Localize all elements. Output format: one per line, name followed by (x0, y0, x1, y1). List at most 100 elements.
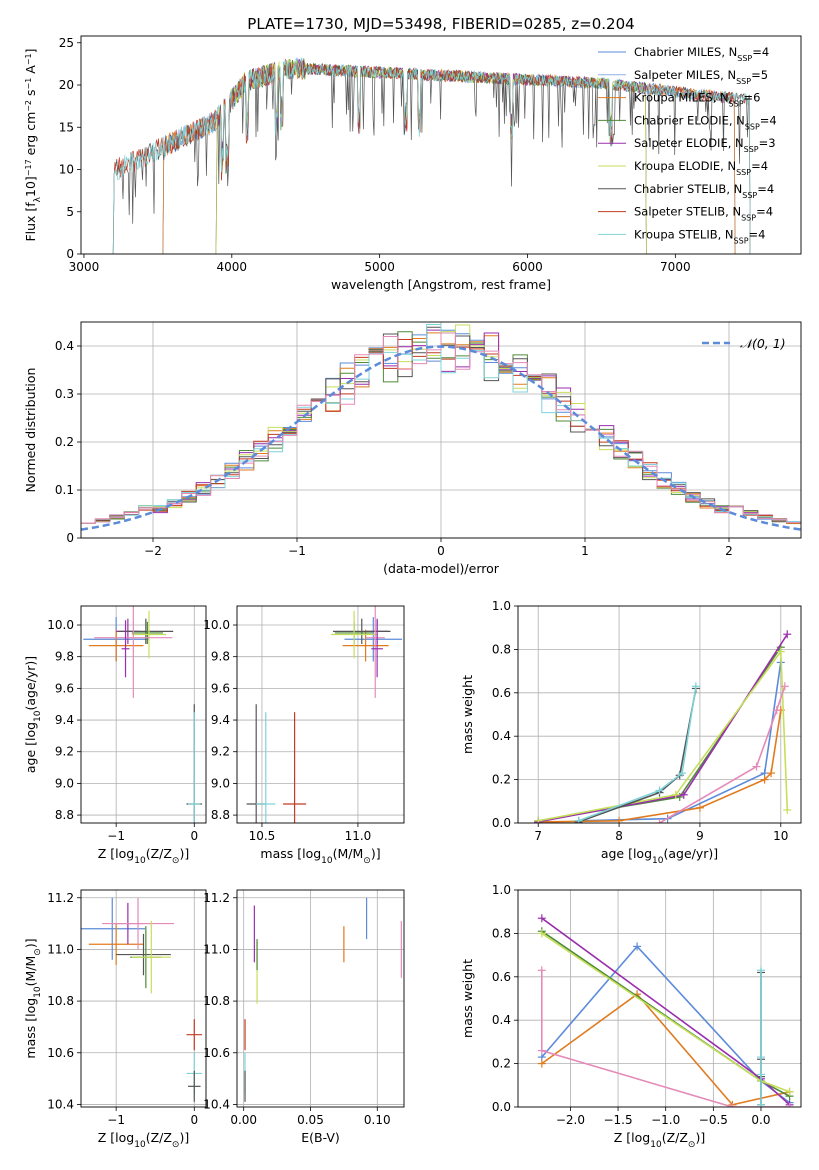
panel-mass_vs_ebv: 0.00 0.05 0.10 10.4 10.6 10.8 11.0 11.2 E(B-V) (203, 889, 405, 1145)
x-tick-label: −1 (107, 1113, 125, 1127)
x-tick-label: 5000 (364, 260, 395, 274)
data-point-11 (283, 712, 307, 823)
y-tick-label: 0.8 (492, 642, 511, 656)
weight-marker (537, 929, 546, 938)
weight-marker (785, 1087, 794, 1096)
weight-marker (537, 966, 546, 975)
plot-area (83, 606, 203, 823)
plot-area (244, 897, 402, 1102)
y-tick-label: 11.2 (203, 891, 230, 905)
y-tick-label: 5 (66, 205, 74, 219)
legend-entry-8: Salpeter STELIB, NSSP=4 (634, 205, 773, 223)
grid (81, 890, 206, 1107)
x-tick-label: 7 (534, 829, 542, 843)
x-axis-label: mass [log10(M/M⊙)] (260, 846, 380, 866)
x-tick-label: 0 (437, 544, 445, 558)
x-axis-label: (data-model)/error (383, 561, 500, 576)
y-tick-label: 10.6 (203, 1046, 230, 1060)
data-point-6 (131, 610, 167, 659)
x-tick-label: 2 (725, 544, 733, 558)
weight-marker (534, 816, 543, 823)
y-axis-label: Flux [fλ10]−17 erg cm−2 s−1 A−1] (23, 48, 43, 241)
x-tick-label: −2.0 (556, 1113, 585, 1127)
data-point-1 (81, 897, 146, 960)
x-tick-label: 7000 (660, 260, 691, 274)
x-axis-label: Z [log10(Z/Z⊙)] (98, 846, 189, 866)
weight-marker (615, 816, 624, 823)
weight-marker (776, 647, 785, 656)
panel-residuals: −2 −1 0 1 2 0 0.1 0.2 0.3 0.4 (data-model)/error No… (23, 321, 802, 576)
grid (81, 606, 206, 823)
legend-entry-1: Chabrier MILES, NSSP=4 (634, 45, 769, 63)
x-tick-label: 11.0 (345, 829, 372, 843)
data-point-5 (116, 933, 171, 976)
data-point-5 (131, 621, 164, 645)
y-tick-label: 8.8 (211, 808, 230, 822)
x-axis-label: Z [log10(Z/Z⊙)] (98, 1130, 189, 1150)
y-tick-label: 11.0 (203, 942, 230, 956)
plot-area (81, 897, 203, 1102)
x-tick-label: 3000 (69, 260, 100, 274)
y-tick-label: 0.3 (55, 387, 74, 401)
x-tick-label: 1 (581, 544, 589, 558)
weight-marker (783, 805, 792, 814)
x-tick-label: −2 (144, 544, 162, 558)
x-tick-label: 0.0 (751, 1113, 770, 1127)
weight-marker (760, 775, 769, 784)
y-tick-label: 9.4 (211, 713, 230, 727)
data-point-7 (94, 606, 173, 698)
legend: 𝒩(0, 1) (702, 336, 786, 351)
data-point-1 (344, 617, 403, 662)
weight-marker (783, 630, 792, 639)
x-tick-label: 6000 (512, 260, 543, 274)
weight-marker (633, 942, 642, 951)
y-tick-label: 10.8 (203, 994, 230, 1008)
y-tick-label: 10.4 (47, 1097, 74, 1111)
x-tick-label: −1 (107, 829, 125, 843)
y-tick-label: 1.0 (492, 883, 511, 897)
y-tick-label: 0.2 (492, 1057, 511, 1071)
y-tick-label: 0.0 (492, 1100, 511, 1114)
panel-mass_vs_Z: −1 0 10.4 10.6 10.8 11.0 11.2 Z [log10(Z/Z⊙)] ma… (23, 889, 207, 1150)
y-tick-label: 0.6 (492, 686, 511, 700)
y-tick-label: 9.4 (55, 713, 74, 727)
x-tick-label: −1 (288, 544, 306, 558)
data-point-8 (371, 620, 383, 678)
weight-line-6 (659, 686, 786, 823)
y-tick-label: 9.2 (55, 745, 74, 759)
weight-marker (537, 1046, 546, 1055)
y-tick-label: 20 (59, 78, 74, 92)
axes-frame (80, 321, 802, 539)
y-tick-label: 15 (59, 120, 74, 134)
y-tick-label: 0.6 (492, 970, 511, 984)
data-point-4 (118, 618, 174, 645)
weight-marker (679, 790, 688, 799)
weight-marker (655, 786, 664, 795)
plot-area (537, 914, 794, 1107)
data-point-8 (186, 1019, 203, 1051)
x-tick-label: 10.5 (249, 829, 276, 843)
y-axis-label: age [log10(age/yr)] (23, 656, 43, 773)
y-tick-label: 9.0 (55, 776, 74, 790)
x-tick-label: 9 (696, 829, 704, 843)
y-tick-label: 0.4 (492, 729, 511, 743)
y-tick-label: 9.2 (211, 745, 230, 759)
y-tick-label: 11.2 (47, 891, 74, 905)
panel-spectrum: 3000 4000 5000 6000 7000 0 5 10 15 20 25 wavelength… (23, 35, 802, 292)
weight-marker (752, 762, 761, 771)
y-axis-label: Normed distribution (23, 368, 38, 493)
y-tick-label: 10.4 (203, 1097, 230, 1111)
axes-frame (80, 605, 207, 824)
grid (237, 890, 404, 1107)
x-tick-label: 0.05 (297, 1113, 324, 1127)
weight-line-5 (538, 649, 789, 822)
weight-marker (537, 1059, 546, 1068)
series-line-6 (84, 58, 794, 254)
y-tick-label: 0.2 (492, 773, 511, 787)
x-axis-label: age [log10(age/yr)] (601, 846, 718, 866)
legend-entry-2: Salpeter MILES, NSSP=5 (634, 68, 768, 86)
series-line-4 (84, 58, 794, 254)
axes-frame (517, 889, 802, 1108)
y-tick-label: 0.4 (55, 339, 74, 353)
